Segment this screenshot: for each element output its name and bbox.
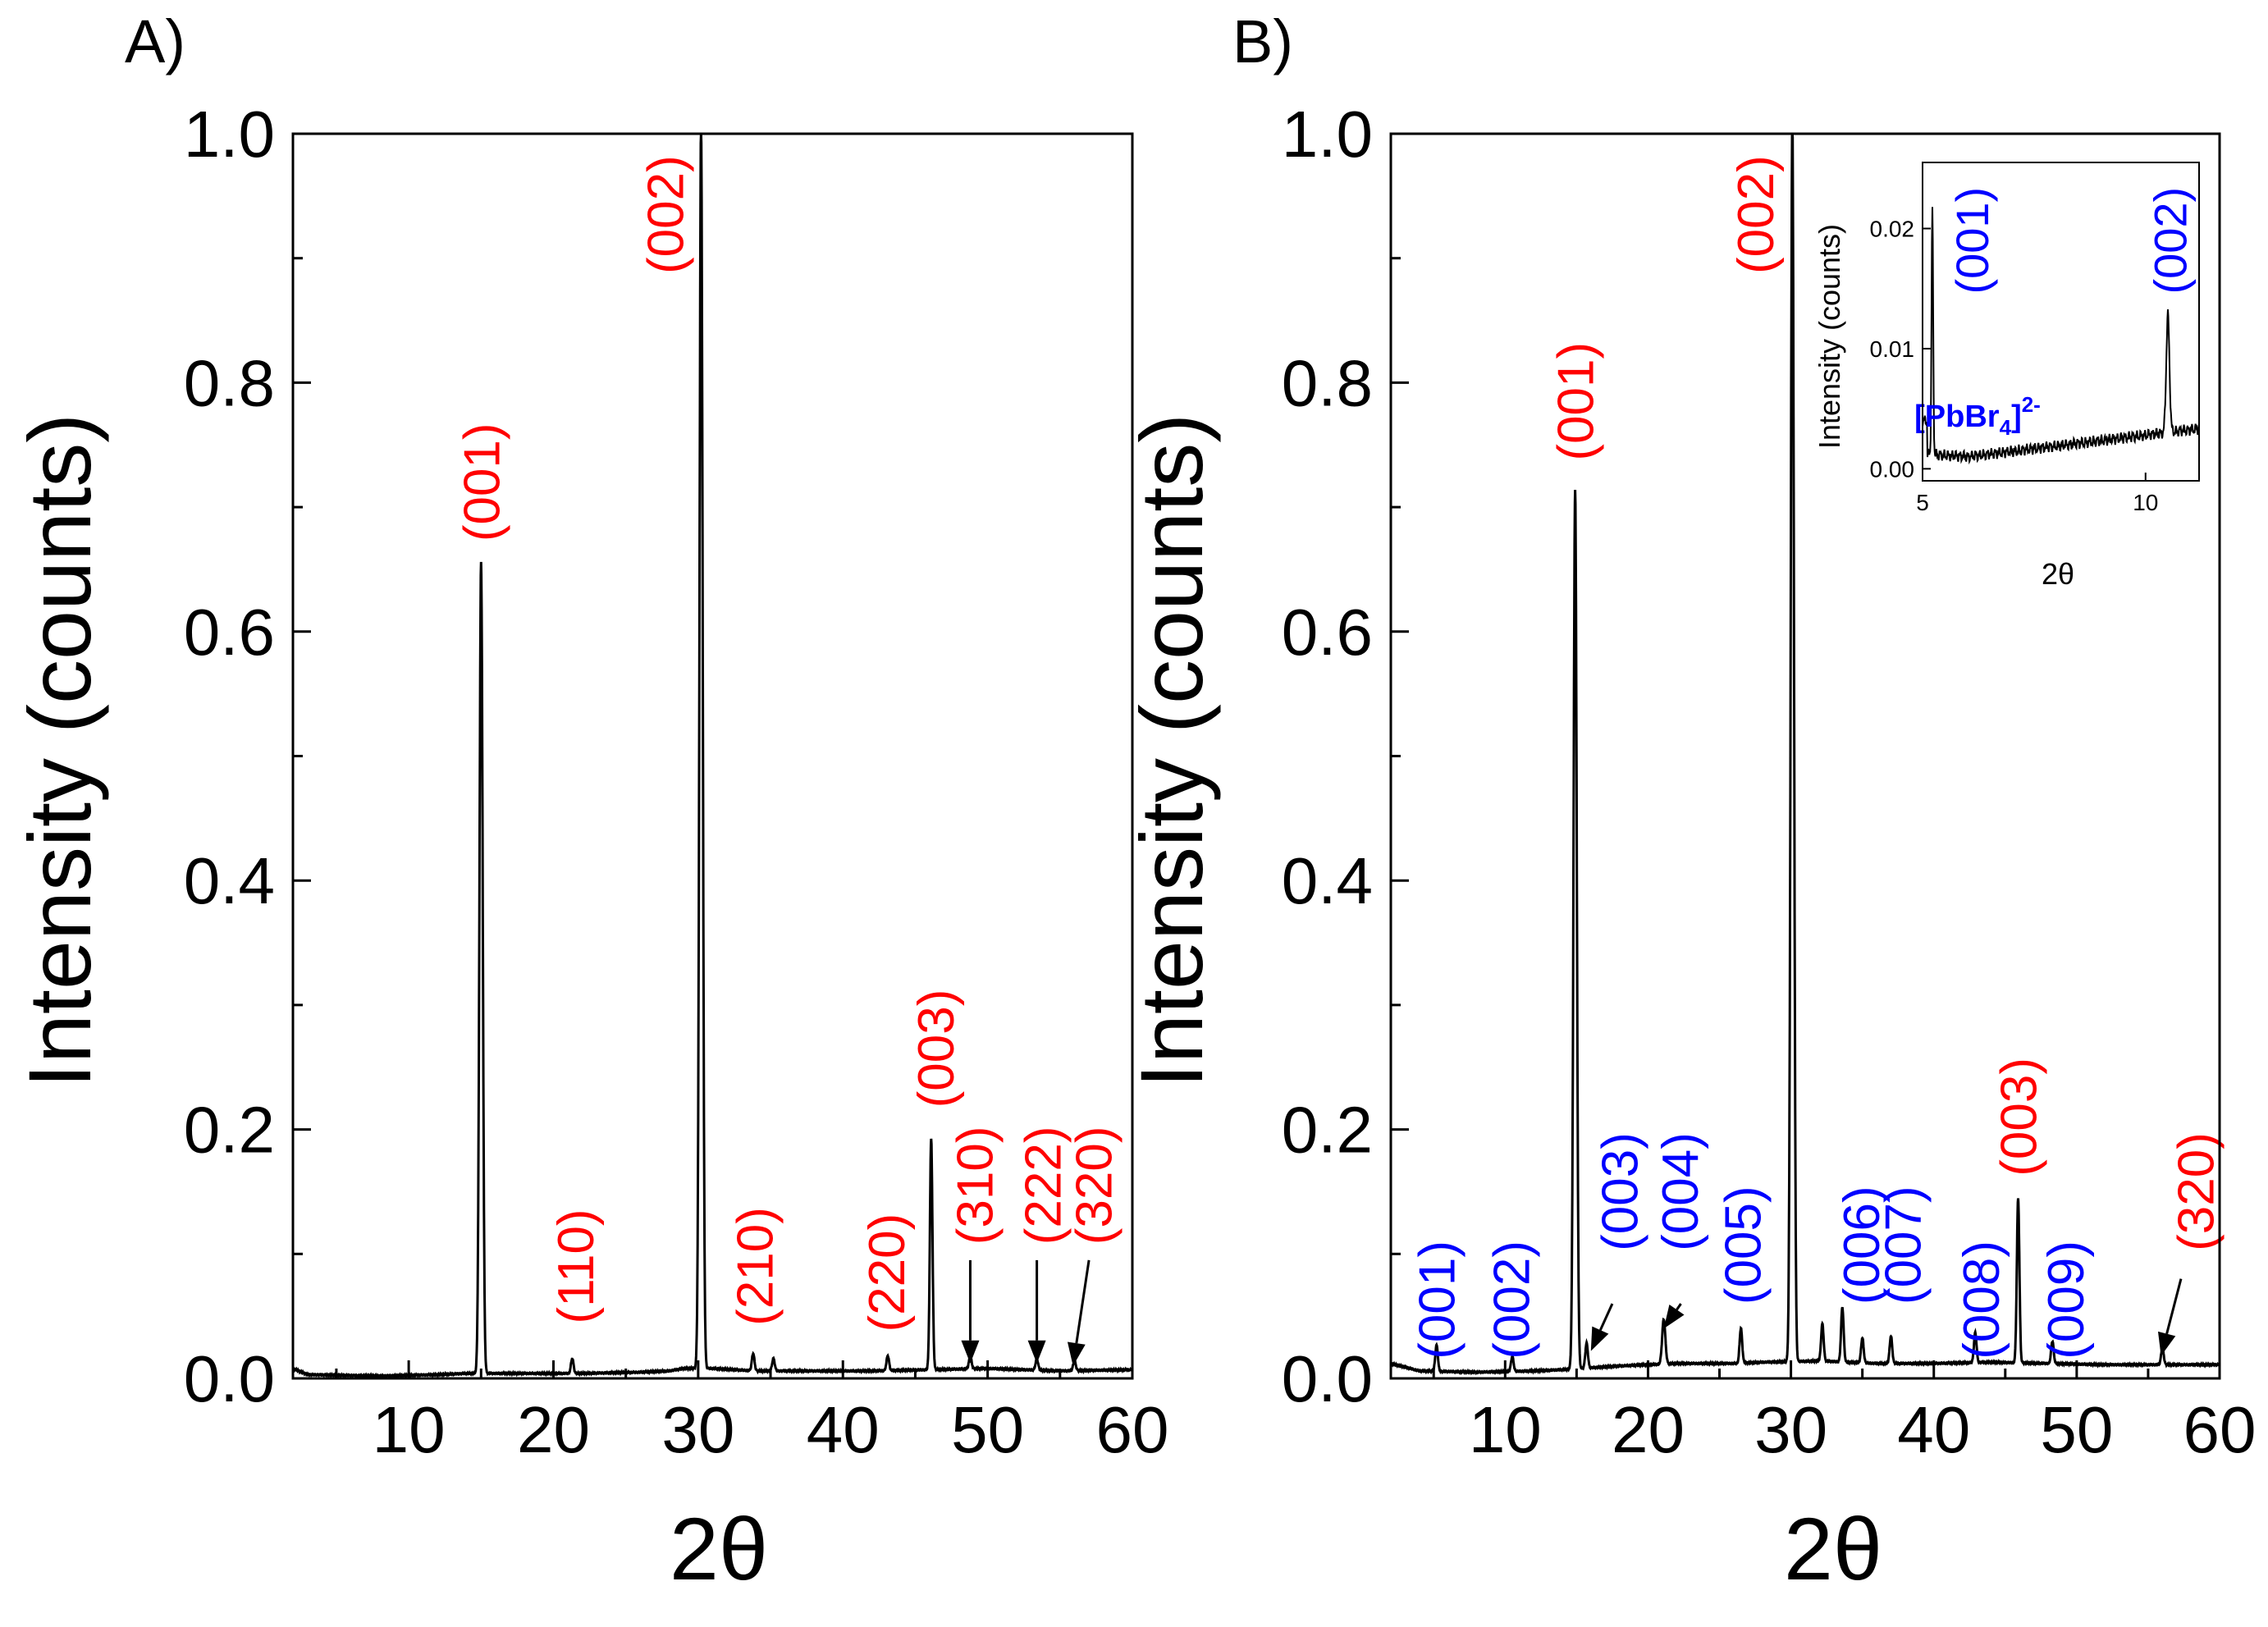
y-tick-label: 0.0 (184, 1342, 275, 1415)
panel-b-label: B) (1232, 7, 1293, 75)
inset-plot-frame (1922, 162, 2200, 482)
y-tick-label: 1.0 (1282, 98, 1373, 171)
x-tick-label: 60 (2183, 1393, 2257, 1466)
x-tick-label: 50 (951, 1393, 1024, 1466)
y-tick-label: 0.4 (184, 844, 275, 917)
miller-index-label: (002) (1728, 155, 1785, 274)
x-tick-label: 10 (373, 1393, 446, 1466)
panel-a-xrd-trace (291, 133, 1133, 1380)
inset-x-axis-title: 2θ (2042, 557, 2074, 591)
panel-b-xrd-trace (1389, 133, 2221, 1376)
x-tick-label: 20 (1612, 1393, 1685, 1466)
miller-index-label: (001) (1548, 342, 1605, 461)
miller-index-label: (009) (2038, 1241, 2095, 1360)
panel-b-chart: B) (001) (002)(001)(003) (004) (005)(002)(0… (1122, 7, 2256, 1598)
panel-a-y-axis-title: Intensity (counts) (10, 414, 109, 1088)
x-tick-label: 40 (807, 1393, 880, 1466)
panel-b-y-axis-title: Intensity (counts) (1122, 414, 1221, 1088)
miller-index-label: (004) (1653, 1132, 1709, 1251)
inset-miller-index-label: (002) (2145, 187, 2197, 295)
y-tick-label: 0.6 (184, 596, 275, 669)
miller-index-label: (222) (1016, 1127, 1072, 1245)
inset-miller-index-label: (001) (1946, 187, 1998, 295)
y-tick-label: 0.8 (184, 346, 275, 419)
miller-index-label: (003) (908, 989, 965, 1108)
panel-a-x-axis-title: 2θ (670, 1499, 768, 1598)
inset-y-tick-label: 0.02 (1870, 217, 1915, 242)
x-tick-label: 20 (517, 1393, 590, 1466)
y-tick-label: 0.4 (1282, 844, 1373, 917)
x-tick-label: 30 (1754, 1393, 1827, 1466)
miller-index-label: (110) (548, 1209, 605, 1323)
y-tick-label: 0.8 (1282, 346, 1373, 419)
panel-b-x-axis-title: 2θ (1784, 1499, 1882, 1598)
annotation-arrow (1027, 1259, 1046, 1364)
miller-index-label: (220) (859, 1213, 916, 1332)
x-tick-label: 30 (661, 1393, 734, 1466)
y-tick-label: 0.2 (184, 1094, 275, 1167)
inset-formula-label: [PbBr4]2- (1914, 392, 2041, 440)
x-tick-label: 50 (2040, 1393, 2113, 1466)
x-tick-label: 60 (1096, 1393, 1169, 1466)
y-tick-label: 0.6 (1282, 596, 1373, 669)
panel-b-inset-chart: (001) (002) [PbBr4]2- 5 100.000.010.02 2θ … (1813, 162, 2200, 591)
x-tick-label: 10 (1469, 1393, 1542, 1466)
miller-index-label: (320) (1066, 1127, 1123, 1245)
inset-y-tick-label: 0.00 (1870, 456, 1915, 482)
annotation-arrow (1663, 1303, 1685, 1329)
panel-a-label: A) (125, 7, 185, 75)
miller-index-label: (008) (1954, 1241, 2010, 1360)
miller-index-label: (320) (2168, 1132, 2225, 1251)
inset-x-tick-label: 5 (1916, 490, 1929, 515)
miller-index-label: (001) (1410, 1241, 1466, 1360)
miller-index-label: (310) (948, 1127, 1004, 1245)
inset-y-tick-label: 0.01 (1870, 336, 1915, 362)
miller-index-label: (003) (1991, 1058, 2048, 1177)
panel-a-chart: A) (001) (110) (002) (210) (220) (003) (310) (2… (10, 7, 1168, 1598)
miller-index-label: (007) (1875, 1186, 1932, 1305)
y-tick-label: 1.0 (184, 98, 275, 171)
annotation-arrow (2157, 1278, 2183, 1356)
inset-xrd-trace (1922, 207, 2200, 465)
miller-index-label: (006) (1834, 1186, 1891, 1305)
x-tick-label: 40 (1897, 1393, 1970, 1466)
inset-y-axis-title: Intensity (counts) (1813, 224, 1846, 449)
miller-index-label: (002) (638, 155, 694, 274)
miller-index-label: (002) (1484, 1241, 1540, 1360)
miller-index-label: (003) (1593, 1132, 1649, 1251)
miller-index-label: (005) (1715, 1186, 1772, 1305)
inset-x-tick-label: 10 (2133, 490, 2158, 515)
annotation-arrow (1067, 1259, 1091, 1366)
miller-index-label: (210) (728, 1207, 784, 1326)
annotation-arrow (1590, 1303, 1614, 1351)
annotation-arrow (961, 1259, 980, 1364)
y-tick-label: 0.2 (1282, 1094, 1373, 1167)
miller-index-label: (001) (454, 423, 510, 542)
y-tick-label: 0.0 (1282, 1342, 1373, 1415)
